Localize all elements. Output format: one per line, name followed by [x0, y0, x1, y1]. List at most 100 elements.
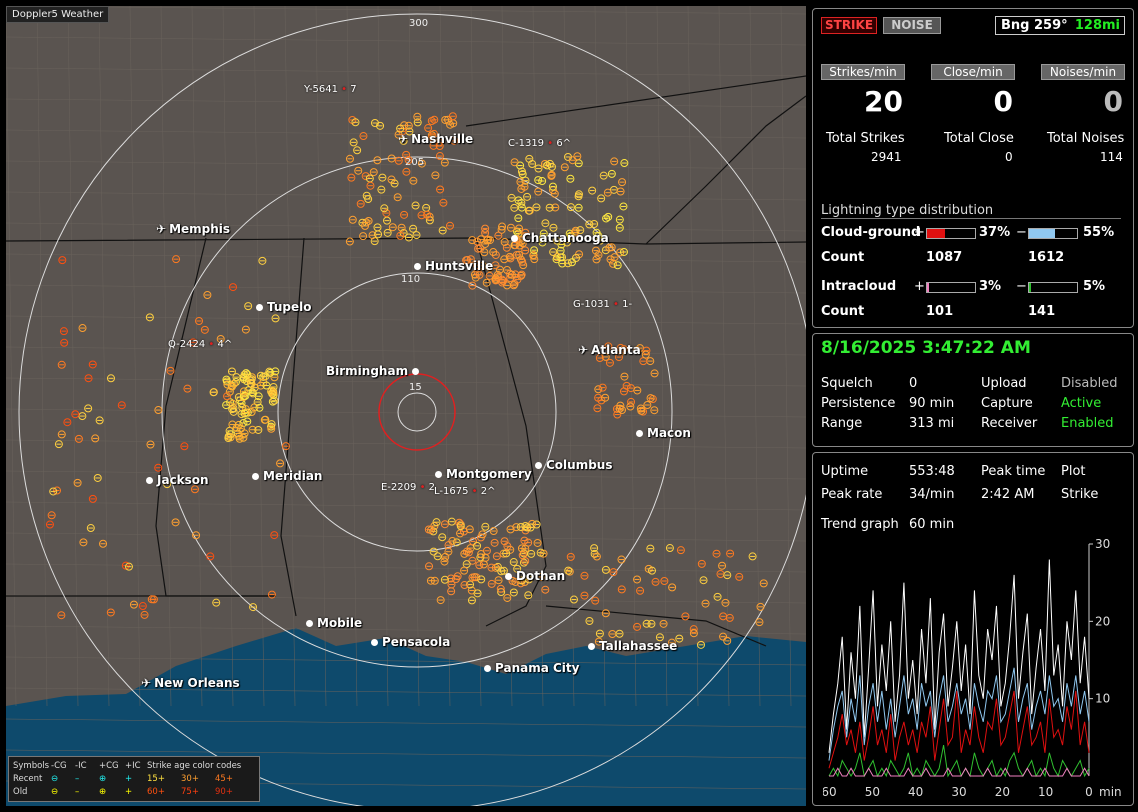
strike-cluster-nashville	[362, 191, 371, 200]
strike-scatter-west	[57, 360, 66, 369]
strike-scatter-west	[78, 324, 87, 333]
city-name: Tallahassee	[599, 639, 678, 653]
strike-cluster-dothan	[519, 558, 528, 567]
sensor-l-1675[interactable]: L-1675 • 2^	[434, 486, 495, 497]
strike-cluster-dothan	[521, 521, 530, 530]
city-name: Columbus	[546, 458, 613, 472]
sensor-q-2424[interactable]: Q-2424 • 4^	[168, 339, 232, 350]
strike-cluster-chattanooga	[597, 194, 606, 203]
strike-button[interactable]: STRIKE	[821, 17, 877, 34]
sensor-g-1031[interactable]: G-1031 • 1-	[573, 299, 632, 310]
strike-scatter-east	[617, 555, 626, 564]
strike-cluster-chattanooga	[620, 159, 629, 168]
strike-scatter-east	[675, 634, 684, 643]
y-tick-label: 20	[1095, 614, 1110, 628]
strike-cluster-dothan	[460, 566, 469, 575]
cg-pos-fill	[927, 229, 945, 238]
y-tick-label: 10	[1095, 692, 1110, 706]
strike-scatter-east	[595, 629, 604, 638]
strike-scatter-west	[183, 384, 192, 393]
strike-cluster-chattanooga	[613, 261, 622, 270]
strike-scatter-east	[565, 567, 574, 576]
persistence-value: 90 min	[909, 396, 955, 411]
city-dothan: Dothan	[505, 569, 565, 583]
strike-cluster-dothan	[468, 573, 477, 582]
strike-cluster-chattanooga	[571, 253, 580, 262]
grid-line	[6, 129, 806, 139]
strike-cluster-west	[261, 415, 270, 424]
strike-cluster-atlanta	[650, 369, 659, 378]
lightning-map[interactable]: Doppler5 Weather ✈ Nashville ✈ Memphis Chatt…	[6, 6, 806, 806]
strike-cluster-huntsville	[506, 269, 515, 278]
grid-line	[6, 253, 806, 263]
trend-value[interactable]: 60 min	[909, 517, 955, 532]
capture-value: Active	[1061, 396, 1102, 411]
strike-cluster-dothan	[481, 522, 490, 531]
strike-cluster-nashville	[394, 156, 403, 165]
sensor-y-5641[interactable]: Y-5641 • 7	[304, 84, 357, 95]
sensor-c-1319[interactable]: C-1319 • 6^	[508, 138, 571, 149]
strike-scatter-west	[180, 442, 189, 451]
total-noises-label: Total Noises	[1047, 131, 1125, 146]
strike-cluster-west	[246, 379, 255, 388]
strike-cluster-dothan	[478, 530, 487, 539]
city-dot-icon	[256, 304, 263, 311]
strike-scatter-west	[84, 374, 93, 383]
age-15: 15+	[147, 773, 165, 784]
strike-scatter-east	[633, 622, 642, 631]
strikes-per-min-header[interactable]: Strikes/min	[821, 64, 905, 80]
strike-cluster-huntsville	[499, 276, 508, 285]
strike-cluster-huntsville	[491, 274, 500, 283]
strike-cluster-atlanta	[650, 406, 659, 415]
strike-scatter-west	[124, 562, 133, 571]
strike-cluster-chattanooga	[547, 171, 556, 180]
strike-scatter-east	[699, 576, 708, 585]
grid-line	[191, 6, 203, 707]
strike-cluster-chattanooga	[538, 177, 547, 186]
close-per-min-header[interactable]: Close/min	[931, 64, 1015, 80]
grid-line	[6, 36, 806, 46]
strike-scatter-east	[725, 613, 734, 622]
plot-value[interactable]: Strike	[1061, 487, 1099, 502]
strike-cluster-west	[255, 403, 264, 412]
strike-scatter-west	[270, 531, 279, 540]
ic-neg-bar	[1028, 282, 1078, 293]
grid-line	[222, 6, 234, 707]
strike-cluster-west	[254, 425, 263, 434]
strike-cluster-nashville	[417, 211, 426, 220]
bearing-display: Bng 259° 128mi	[995, 16, 1125, 35]
city-macon: Macon	[636, 426, 691, 440]
grid-line	[470, 6, 482, 707]
strike-cluster-west	[269, 388, 278, 397]
strike-stats-panel: STRIKE NOISE Bng 259° 128mi Strikes/min …	[812, 8, 1134, 328]
noises-per-min-header[interactable]: Noises/min	[1041, 64, 1125, 80]
strike-cluster-dothan	[433, 552, 442, 561]
strike-scatter-west	[47, 511, 56, 520]
strikes-per-min: 20	[864, 85, 903, 118]
state-border	[475, 237, 547, 627]
ring-110	[277, 272, 557, 552]
strike-cluster-nashville	[398, 127, 407, 136]
strike-cluster-nashville	[361, 221, 370, 230]
strike-scatter-west	[54, 440, 63, 449]
strike-cluster-nashville	[387, 154, 396, 163]
strike-cluster-chattanooga	[599, 171, 608, 180]
strike-cluster-nashville	[438, 226, 447, 235]
strike-cluster-nashville	[383, 228, 392, 237]
old-neg-cg-icon: ⊖	[51, 786, 59, 797]
strike-cluster-dothan	[487, 579, 496, 588]
strike-cluster-dothan	[460, 581, 469, 590]
strike-scatter-east	[701, 599, 710, 608]
strike-scatter-east	[580, 571, 589, 580]
strike-cluster-dothan	[429, 547, 438, 556]
city-name: Mobile	[317, 616, 363, 630]
strike-cluster-dothan	[438, 533, 447, 542]
noise-button[interactable]: NOISE	[883, 17, 941, 34]
city-name: Montgomery	[446, 467, 532, 481]
strike-cluster-dothan	[447, 574, 456, 583]
strike-scatter-west	[53, 486, 62, 495]
strike-cluster-west	[254, 392, 263, 401]
x-tick-label: 0	[1085, 785, 1093, 799]
strike-cluster-atlanta	[593, 404, 602, 413]
sensor-e-2209[interactable]: E-2209 • 2	[381, 482, 435, 493]
